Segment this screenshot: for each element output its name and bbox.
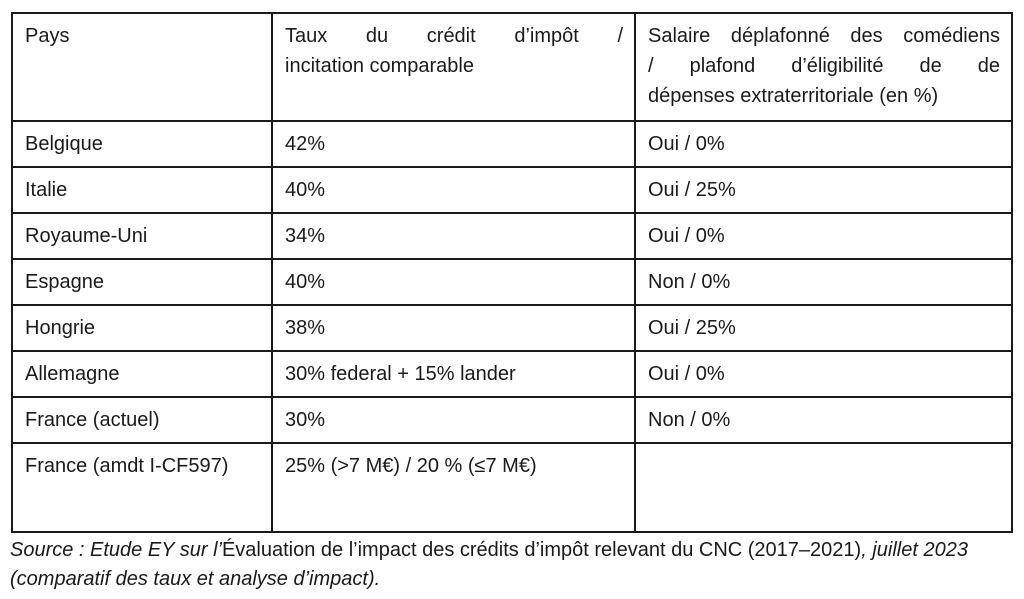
cell-salary: Oui / 0% xyxy=(634,350,1013,398)
cell-country: Italie xyxy=(11,166,273,214)
table-row: Allemagne 30% federal + 15% lander Oui /… xyxy=(11,350,1013,398)
header-salaire-line1: Salaire déplafonné des comédiens xyxy=(648,25,1000,47)
cell-salary: Oui / 0% xyxy=(634,120,1013,168)
cell-rate: 30% federal + 15% lander xyxy=(271,350,636,398)
cell-rate: 42% xyxy=(271,120,636,168)
cell-country: Royaume-Uni xyxy=(11,212,273,260)
cell-salary: Oui / 25% xyxy=(634,166,1013,214)
table-row: France (amdt I-CF597) 25% (>7 M€) / 20 %… xyxy=(11,442,1013,533)
cell-rate: 34% xyxy=(271,212,636,260)
header-pays: Pays xyxy=(11,12,273,122)
header-salaire-line3: dépenses extraterritoriale (en %) xyxy=(648,85,939,107)
source-note: Source : Etude EY sur l’Évaluation de l’… xyxy=(10,536,1018,595)
table-row: Hongrie 38% Oui / 25% xyxy=(11,304,1013,352)
cell-salary: Non / 0% xyxy=(634,396,1013,444)
source-note-part1: Source : Etude EY sur l’ xyxy=(10,539,222,561)
cell-rate: 38% xyxy=(271,304,636,352)
cell-country: France (actuel) xyxy=(11,396,273,444)
cell-rate: 40% xyxy=(271,258,636,306)
cell-country: Allemagne xyxy=(11,350,273,398)
cell-country: France (amdt I-CF597) xyxy=(11,442,273,533)
cell-salary: Oui / 0% xyxy=(634,212,1013,260)
header-salaire: Salaire déplafonné des comédiens / plafo… xyxy=(634,12,1013,122)
cell-rate: 30% xyxy=(271,396,636,444)
cell-country: Belgique xyxy=(11,120,273,168)
tax-credit-comparison-table: Pays Taux du crédit d’impôt / incitation… xyxy=(11,12,1013,533)
cell-salary: Oui / 25% xyxy=(634,304,1013,352)
cell-rate: 40% xyxy=(271,166,636,214)
header-taux-line1: Taux du crédit d’impôt / xyxy=(285,25,623,47)
source-note-part3: , juillet 2023 (comparatif des taux et a… xyxy=(10,539,968,591)
header-row: Pays Taux du crédit d’impôt / incitation… xyxy=(11,12,1013,122)
cell-salary: Non / 0% xyxy=(634,258,1013,306)
table-row: Royaume-Uni 34% Oui / 0% xyxy=(11,212,1013,260)
cell-rate: 25% (>7 M€) / 20 % (≤7 M€) xyxy=(271,442,636,533)
table-row: France (actuel) 30% Non / 0% xyxy=(11,396,1013,444)
table-row: Belgique 42% Oui / 0% xyxy=(11,120,1013,168)
source-note-part2: Évaluation de l’impact des crédits d’imp… xyxy=(221,539,862,561)
cell-country: Hongrie xyxy=(11,304,273,352)
table-row: Espagne 40% Non / 0% xyxy=(11,258,1013,306)
header-salaire-line2: / plafond d’éligibilité de de xyxy=(648,55,1000,77)
table-row: Italie 40% Oui / 25% xyxy=(11,166,1013,214)
header-taux: Taux du crédit d’impôt / incitation comp… xyxy=(271,12,636,122)
header-taux-line2: incitation comparable xyxy=(285,55,474,77)
cell-salary xyxy=(634,442,1013,533)
cell-country: Espagne xyxy=(11,258,273,306)
